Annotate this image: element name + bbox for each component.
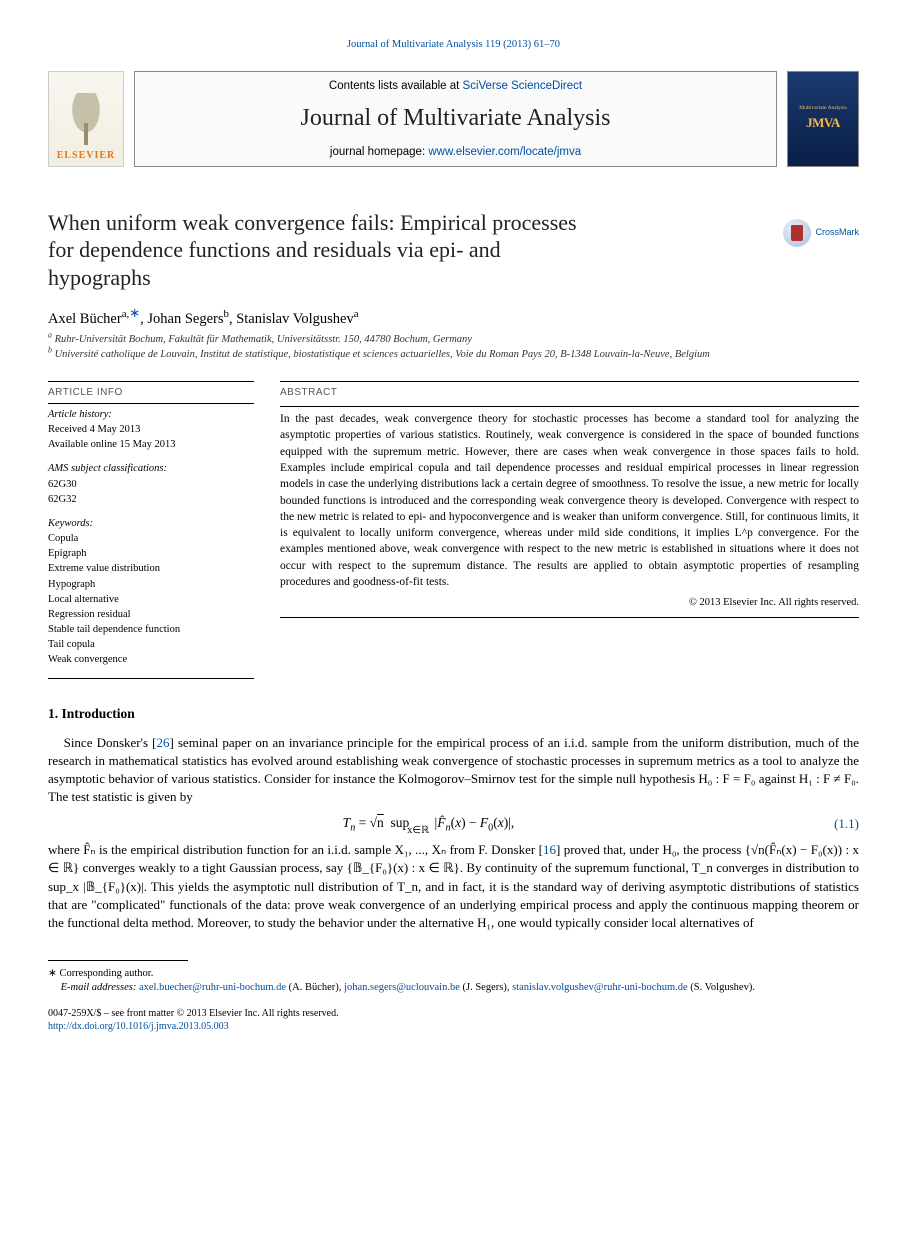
affiliation-block: a Ruhr-Universität Bochum, Fakultät für … bbox=[48, 333, 859, 362]
author-2: Johan Segers bbox=[147, 311, 223, 327]
elsevier-logo-text: ELSEVIER bbox=[57, 149, 116, 166]
keyword-item: Tail copula bbox=[48, 638, 254, 652]
footnote-separator bbox=[48, 960, 188, 961]
paper-title: When uniform weak convergence fails: Emp… bbox=[48, 209, 859, 292]
crossmark-label: CrossMark bbox=[815, 226, 859, 239]
journal-cover-thumb[interactable]: Multivariate Analysis JMVA bbox=[787, 71, 859, 167]
corresponding-marker[interactable]: ∗ bbox=[129, 305, 140, 320]
history-available: Available online 15 May 2013 bbox=[48, 438, 254, 452]
sciencedirect-link[interactable]: SciVerse ScienceDirect bbox=[463, 80, 583, 92]
keyword-item: Epigraph bbox=[48, 547, 254, 561]
ams-code-2: 62G32 bbox=[48, 493, 254, 507]
emails-prefix: E-mail addresses: bbox=[61, 982, 139, 993]
history-label: Article history: bbox=[48, 408, 254, 422]
homepage-prefix: journal homepage: bbox=[330, 146, 428, 158]
doi-block: 0047-259X/$ – see front matter © 2013 El… bbox=[48, 1007, 859, 1033]
keyword-item: Weak convergence bbox=[48, 653, 254, 667]
keywords-label: Keywords: bbox=[48, 517, 254, 531]
citation-26[interactable]: 26 bbox=[156, 735, 169, 750]
email-link-3[interactable]: stanislav.volgushev@ruhr-uni-bochum.de bbox=[512, 982, 688, 993]
keyword-item: Hypograph bbox=[48, 578, 254, 592]
abstract-heading: ABSTRACT bbox=[280, 386, 859, 400]
intro-paragraph-1: Since Donsker's [26] seminal paper on an… bbox=[48, 734, 859, 807]
abstract-text: In the past decades, weak convergence th… bbox=[280, 411, 859, 591]
keyword-item: Stable tail dependence function bbox=[48, 623, 254, 637]
citation-16[interactable]: 16 bbox=[543, 842, 556, 857]
email-link-2[interactable]: johan.segers@uclouvain.be bbox=[344, 982, 460, 993]
author-1: Axel Bücher bbox=[48, 311, 122, 327]
affiliation-b: b Université catholique de Louvain, Inst… bbox=[48, 348, 859, 363]
journal-title: Journal of Multivariate Analysis bbox=[301, 102, 611, 136]
ams-code-1: 62G30 bbox=[48, 478, 254, 492]
contents-prefix: Contents lists available at bbox=[329, 80, 463, 92]
running-head: Journal of Multivariate Analysis 119 (20… bbox=[48, 38, 859, 53]
contents-list-line: Contents lists available at SciVerse Sci… bbox=[329, 78, 582, 94]
affiliation-a: a Ruhr-Universität Bochum, Fakultät für … bbox=[48, 333, 859, 348]
equation-1-1: Tn = √n supx∈ℝ |F̂n(x) − F0(x)|, (1.1) bbox=[48, 814, 859, 833]
crossmark-badge[interactable]: CrossMark bbox=[783, 219, 859, 247]
cover-acronym: JMVA bbox=[806, 114, 840, 132]
author-3: Stanislav Volgushev bbox=[236, 311, 354, 327]
corresponding-label: Corresponding author. bbox=[59, 968, 153, 979]
intro-paragraph-2: where F̂ₙ is the empirical distribution … bbox=[48, 841, 859, 932]
issn-line: 0047-259X/$ – see front matter © 2013 El… bbox=[48, 1007, 859, 1020]
journal-homepage-link[interactable]: www.elsevier.com/locate/jmva bbox=[428, 146, 581, 158]
doi-link[interactable]: http://dx.doi.org/10.1016/j.jmva.2013.05… bbox=[48, 1021, 229, 1032]
keyword-item: Copula bbox=[48, 532, 254, 546]
journal-homepage-line: journal homepage: www.elsevier.com/locat… bbox=[330, 144, 581, 160]
article-info-heading: ARTICLE INFO bbox=[48, 386, 254, 400]
email-link-1[interactable]: axel.buecher@ruhr-uni-bochum.de bbox=[139, 982, 286, 993]
masthead-center-panel: Contents lists available at SciVerse Sci… bbox=[134, 71, 777, 167]
equation-number-1-1: (1.1) bbox=[809, 815, 859, 833]
crossmark-icon bbox=[783, 219, 811, 247]
ams-label: AMS subject classifications: bbox=[48, 462, 254, 476]
section-1-heading: 1. Introduction bbox=[48, 705, 859, 724]
elsevier-logo[interactable]: ELSEVIER bbox=[48, 71, 124, 167]
history-received: Received 4 May 2013 bbox=[48, 423, 254, 437]
corresponding-footnote: ∗ Corresponding author. E-mail addresses… bbox=[48, 967, 859, 995]
article-info-sidebar: ARTICLE INFO Article history: Received 4… bbox=[48, 381, 254, 683]
journal-masthead: ELSEVIER Contents lists available at Sci… bbox=[48, 71, 859, 167]
author-list: Axel Büchera,∗, Johan Segersb, Stanislav… bbox=[48, 309, 859, 329]
keyword-item: Local alternative bbox=[48, 593, 254, 607]
keyword-item: Extreme value distribution bbox=[48, 562, 254, 576]
abstract-copyright: © 2013 Elsevier Inc. All rights reserved… bbox=[280, 596, 859, 611]
keyword-item: Regression residual bbox=[48, 608, 254, 622]
abstract-column: ABSTRACT In the past decades, weak conve… bbox=[280, 381, 859, 683]
cover-subtitle: Multivariate Analysis bbox=[799, 105, 847, 113]
